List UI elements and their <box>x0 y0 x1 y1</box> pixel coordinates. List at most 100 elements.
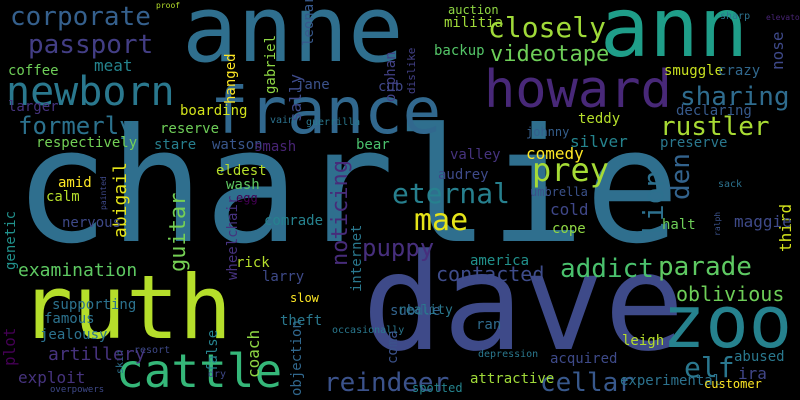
word-coffee: smuggle <box>664 63 724 79</box>
word-teddy: maggie <box>734 212 792 231</box>
word-sharp: proof <box>156 1 181 10</box>
word-sally: reserve <box>160 121 220 137</box>
word-artillery: internet <box>349 224 365 292</box>
word-smuggle: cope <box>552 221 586 237</box>
word-france: france <box>210 75 442 149</box>
word-reality: depression <box>478 349 539 360</box>
word-howard: howard <box>484 60 672 120</box>
word-rustler: rustler <box>660 112 770 142</box>
word-prey: prey <box>532 151 610 189</box>
word-ira: artillery <box>48 344 146 365</box>
word-respectively: preserve <box>660 135 728 151</box>
word-reindeer: reindeer <box>324 368 450 398</box>
word-larry: acquired <box>550 351 618 367</box>
word-stare: declaring <box>676 103 752 119</box>
word-crazy: halt <box>662 217 696 233</box>
word-acquired: exploit <box>18 368 86 387</box>
word-theft: experimental <box>620 373 722 389</box>
word-orphan: respectively <box>36 135 138 151</box>
word-subdue: customer <box>704 377 762 391</box>
word-dry: vain <box>270 115 295 126</box>
word-nose: watson <box>212 137 263 153</box>
word-skin: auction <box>448 3 499 17</box>
word-anne: anne <box>182 0 404 83</box>
word-audrey: egg <box>236 191 258 205</box>
word-exploit: occasionally <box>332 325 405 336</box>
word-ralph: militia <box>444 15 504 31</box>
word-resort: guerrilla <box>306 117 361 128</box>
word-abigail: coffee <box>8 63 59 79</box>
word-charlie: charlie <box>14 95 680 279</box>
word-militia: umbrella <box>530 185 588 199</box>
word-auction: audrey <box>438 167 489 183</box>
word-dave: dave <box>362 225 685 381</box>
word-formerly: formerly <box>18 112 134 140</box>
word-rick: ira <box>738 364 767 383</box>
word-jealousy: dry <box>208 369 227 380</box>
word-newborn: newborn <box>6 69 175 115</box>
word-boarding: silver <box>570 132 628 151</box>
word-experimental: genetic <box>3 210 19 270</box>
word-ann: ann <box>600 0 749 76</box>
word-comrade: abused <box>734 349 785 365</box>
word-cub: comedy <box>526 144 584 163</box>
word-jane: valley <box>450 147 501 163</box>
word-mae: mae <box>414 203 469 238</box>
word-vain: sharp <box>720 11 751 22</box>
word-addict: addict <box>560 254 654 284</box>
word-parade: parade <box>658 252 752 282</box>
word-ran: supporting <box>52 297 137 313</box>
word-sack: slow <box>290 291 319 305</box>
word-puppy: puppy <box>362 234 435 262</box>
word-corporate: corporate <box>10 2 151 32</box>
word-abused: jealousy <box>40 327 108 343</box>
word-elf: elf <box>684 351 735 384</box>
word-videotape: videotape <box>490 42 610 67</box>
word-smash: johnny <box>526 125 570 139</box>
word-leonard: stare <box>154 137 197 153</box>
word-objection: dislike <box>405 47 418 94</box>
word-larger: nose <box>768 31 787 70</box>
word-sharing: sharing <box>680 82 790 112</box>
word-customer: coach <box>244 329 263 378</box>
word-egg: ran <box>476 317 502 333</box>
word-comedy: wash <box>226 177 260 193</box>
word-contacted: contacted <box>436 262 545 286</box>
word-elevator: objection <box>289 320 305 396</box>
word-leigh: famous <box>44 311 95 327</box>
word-slow: attractive <box>470 371 555 387</box>
word-wash: america <box>470 253 530 269</box>
word-amid: theft <box>280 313 323 329</box>
word-preserve: sack <box>718 179 743 190</box>
word-third: smash <box>254 139 297 155</box>
word-backup: cold <box>550 200 589 219</box>
word-america: spotted <box>412 381 463 395</box>
word-proof: elevator <box>766 13 800 22</box>
word-den: den <box>666 153 696 200</box>
word-maggie: larry <box>262 269 305 285</box>
word-cattle: cattle <box>116 344 283 398</box>
word-closely: closely <box>488 11 607 44</box>
word-overpowers: overpowers <box>50 385 105 395</box>
word-johnny: nervous <box>62 215 122 231</box>
word-ruth: ruth <box>20 256 232 359</box>
word-silver: amid <box>58 175 92 191</box>
word-bear: calm <box>46 189 80 205</box>
word-false: jane <box>296 77 330 93</box>
word-examination: examination <box>18 260 138 281</box>
word-plot: gabriel <box>263 34 279 94</box>
word-nervous: reality <box>398 303 453 318</box>
word-eternal: eternal <box>392 177 511 210</box>
word-attractive: plot <box>0 327 19 366</box>
word-reserve: teddy <box>578 111 621 127</box>
word-gabriel: larger <box>8 99 59 115</box>
word-cellar: cellar <box>540 368 634 398</box>
word-supporting: resort <box>134 345 171 356</box>
word-halt: rick <box>236 255 270 271</box>
word-wheelchair: cub <box>378 79 404 95</box>
word-guerrilla: ralph <box>713 211 722 236</box>
word-painted: backup <box>434 43 485 59</box>
word-eldest: leigh <box>622 333 665 349</box>
word-cope: comrade <box>264 213 324 229</box>
word-zoo: zoo <box>662 280 793 364</box>
